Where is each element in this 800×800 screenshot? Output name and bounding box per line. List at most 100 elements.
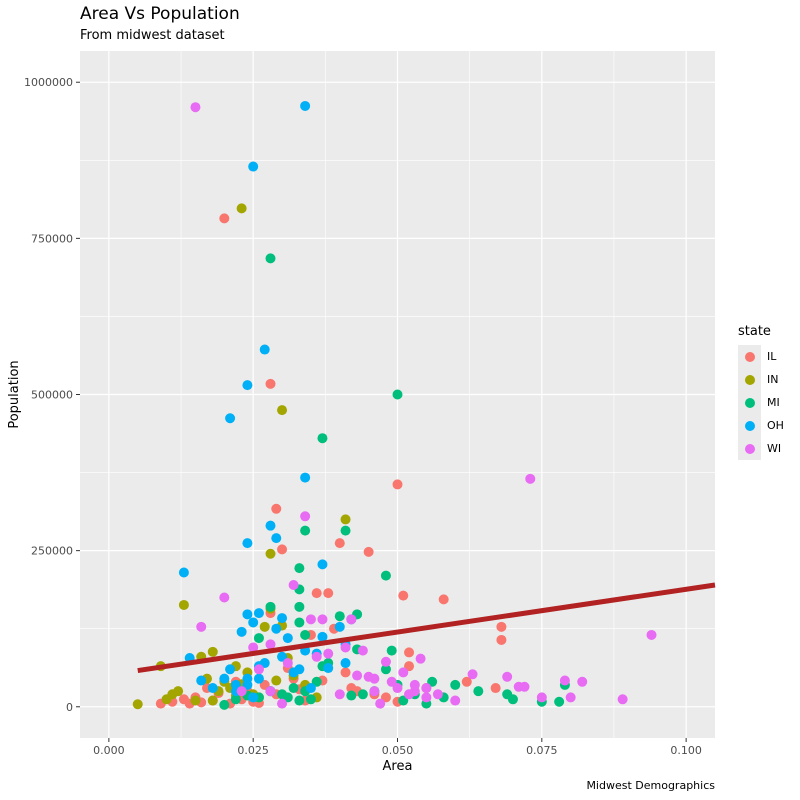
data-point-in (340, 514, 351, 525)
data-point-in (132, 699, 143, 710)
data-point-wi (352, 670, 363, 681)
data-point-oh (178, 567, 189, 578)
data-point-oh (225, 664, 236, 675)
data-point-oh (282, 633, 293, 644)
data-point-wi (375, 698, 386, 709)
data-point-il (277, 544, 288, 555)
legend-item-il: IL (738, 345, 784, 368)
data-point-wi (409, 679, 420, 690)
data-point-wi (467, 669, 478, 680)
y-tick-label: 1000000 (24, 76, 73, 89)
legend-marker (744, 443, 755, 454)
data-point-oh (271, 533, 282, 544)
data-point-wi (369, 673, 380, 684)
legend-item-in: IN (738, 368, 784, 391)
data-point-wi (277, 698, 288, 709)
data-point-wi (282, 658, 293, 669)
legend-key (738, 345, 761, 368)
data-point-oh (196, 675, 207, 686)
data-point-il (265, 378, 276, 389)
data-point-oh (242, 673, 253, 684)
y-tick-label: 0 (66, 701, 73, 714)
data-point-il (311, 588, 322, 599)
y-tick-label: 500000 (31, 389, 73, 402)
data-point-in (173, 686, 184, 697)
data-point-mi (265, 253, 276, 264)
data-point-il (496, 621, 507, 632)
data-point-in (265, 548, 276, 559)
data-point-oh (207, 683, 218, 694)
data-point-wi (334, 689, 345, 700)
data-point-il (334, 538, 345, 549)
data-point-mi (300, 525, 311, 536)
data-point-oh (242, 538, 253, 549)
data-point-wi (617, 694, 628, 705)
data-point-wi (305, 614, 316, 625)
data-point-mi (450, 679, 461, 690)
data-point-wi (265, 686, 276, 697)
data-point-il (363, 546, 374, 557)
x-axis-label: Area (383, 759, 413, 774)
data-point-in (207, 646, 218, 657)
data-point-mi (507, 694, 518, 705)
y-axis-label: Population (7, 360, 22, 428)
data-point-in (271, 675, 282, 686)
data-point-oh (248, 161, 259, 172)
data-point-il (219, 213, 230, 224)
data-point-il (323, 588, 334, 599)
data-point-oh (317, 631, 328, 642)
data-point-in (277, 405, 288, 416)
data-point-oh (334, 621, 345, 632)
data-point-il (490, 683, 501, 694)
data-point-oh (265, 520, 276, 531)
data-point-mi (294, 695, 305, 706)
data-point-in (259, 621, 270, 632)
data-point-mi (357, 689, 368, 700)
data-point-wi (190, 102, 201, 113)
data-point-oh (248, 692, 259, 703)
data-point-mi (294, 617, 305, 628)
x-tick-label: 0.025 (237, 744, 269, 757)
legend-item-mi: MI (738, 391, 784, 414)
data-point-mi (230, 694, 241, 705)
data-point-mi (288, 683, 299, 694)
data-point-wi (317, 614, 328, 625)
data-point-wi (432, 689, 443, 700)
legend-label: IL (767, 350, 777, 363)
data-point-oh (248, 617, 259, 628)
y-tick-label: 250000 (31, 545, 73, 558)
data-point-wi (536, 692, 547, 703)
data-point-wi (253, 664, 264, 675)
data-point-mi (305, 694, 316, 705)
data-point-wi (646, 629, 657, 640)
data-point-mi (300, 629, 311, 640)
data-point-oh (225, 413, 236, 424)
data-point-in (178, 599, 189, 610)
data-point-il (392, 479, 403, 490)
data-point-oh (294, 664, 305, 675)
legend-label: MI (767, 396, 780, 409)
data-point-oh (317, 559, 328, 570)
legend-marker (744, 351, 755, 362)
data-point-wi (219, 592, 230, 603)
legend-title: state (738, 324, 771, 339)
legend-key (738, 368, 761, 391)
data-point-wi (369, 686, 380, 697)
data-point-il (496, 634, 507, 645)
legend-label: WI (767, 442, 782, 455)
data-point-oh (305, 683, 316, 694)
data-point-il (438, 594, 449, 605)
data-point-mi (219, 699, 230, 710)
legend-label: IN (767, 373, 779, 386)
data-point-oh (271, 623, 282, 634)
data-point-oh (253, 608, 264, 619)
chart-title: Area Vs Population (80, 4, 240, 24)
y-tick-label: 750000 (31, 232, 73, 245)
data-point-mi (253, 633, 264, 644)
data-point-mi (294, 601, 305, 612)
chart-caption: Midwest Demographics (586, 779, 715, 792)
x-tick-label: 0.000 (93, 744, 125, 757)
legend-marker (744, 397, 755, 408)
legend-key (738, 391, 761, 414)
